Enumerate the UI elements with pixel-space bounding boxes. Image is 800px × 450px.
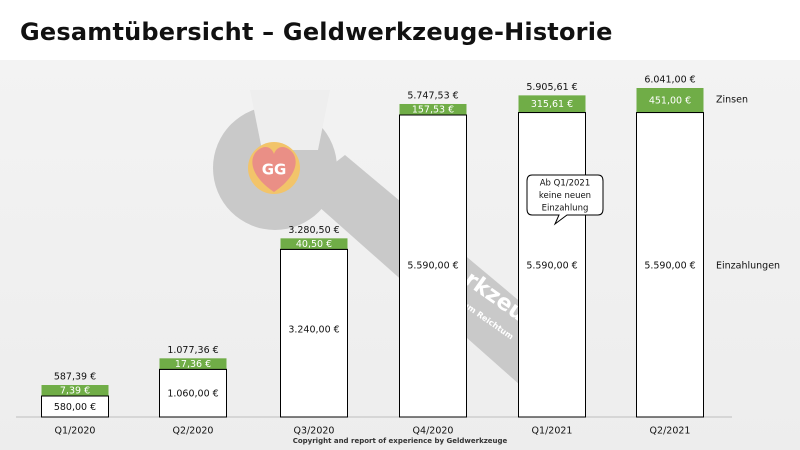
total-data-label: 5.905,61 € (526, 82, 577, 93)
zinsen-data-label: 40,50 € (296, 239, 332, 250)
x-tick-label: Q1/2021 (532, 426, 573, 437)
x-tick-label: Q4/2020 (413, 426, 454, 437)
bar-einzahlungen (399, 114, 467, 418)
page-title: Gesamtübersicht – Geldwerkzeuge-Historie (20, 18, 613, 46)
annotation-callout: Ab Q1/2021 keine neuen Einzahlung (526, 174, 604, 226)
bar-zinsen (636, 88, 704, 113)
legend: Zinsen Einzahlungen (716, 95, 780, 272)
bar-zinsen (518, 95, 586, 113)
title-bar: Gesamtübersicht – Geldwerkzeuge-Historie (0, 0, 800, 60)
total-data-label: 5.747,53 € (407, 90, 458, 101)
x-tick-label: Q2/2020 (173, 426, 214, 437)
total-data-label: 1.077,36 € (167, 345, 218, 356)
bar-zinsen (399, 103, 467, 115)
total-data-label: 587,39 € (54, 372, 96, 383)
legend-item-einzahlungen: Einzahlungen (716, 261, 780, 272)
zinsen-data-label: 157,53 € (412, 104, 454, 115)
bar-einzahlungen (159, 368, 227, 418)
heart-icon (252, 147, 296, 192)
bar-zinsen (159, 358, 227, 370)
total-data-label: 6.041,00 € (644, 75, 695, 86)
einzahlungen-data-label: 580,00 € (54, 402, 96, 413)
callout-bubble (526, 174, 604, 226)
bar-group-Q2-2021: 451,00 € 5.590,00 € 6.041,00 € Q2/2021 (636, 75, 704, 437)
annotation-line: Ab Q1/2021 (540, 179, 591, 189)
total-data-label: 3.280,50 € (288, 225, 339, 236)
logo-letters: GG (262, 161, 287, 179)
bar-group-Q3-2020: 40,50 € 3.240,00 € 3.280,50 € Q3/2020 (280, 225, 348, 437)
bar-group-Q1-2020: 7,39 € 580,00 € 587,39 € Q1/2020 (41, 372, 109, 437)
wrench-jaw-icon (250, 90, 330, 150)
zinsen-data-label: 17,36 € (175, 359, 211, 370)
x-tick-label: Q1/2020 (55, 426, 96, 437)
x-tick-label: Q2/2021 (650, 426, 691, 437)
einzahlungen-data-label: 5.590,00 € (526, 261, 577, 272)
legend-item-zinsen: Zinsen (716, 95, 748, 106)
copyright-footer: Copyright and report of experience by Ge… (292, 437, 508, 445)
zinsen-data-label: 451,00 € (649, 95, 691, 106)
annotation-line: keine neuen (539, 191, 591, 201)
x-tick-label: Q3/2020 (294, 426, 335, 437)
zinsen-data-label: 315,61 € (531, 99, 573, 110)
annotation-line: Einzahlung (542, 204, 589, 214)
einzahlungen-data-label: 5.590,00 € (407, 261, 458, 272)
bar-zinsen (41, 385, 109, 397)
einzahlungen-data-label: 5.590,00 € (644, 261, 695, 272)
bar-einzahlungen (636, 112, 704, 418)
zinsen-data-label: 7,39 € (60, 386, 90, 397)
einzahlungen-data-label: 3.240,00 € (288, 325, 339, 336)
bar-einzahlungen (518, 112, 586, 418)
bar-group-Q1-2021: 315,61 € 5.590,00 € 5.905,61 € Q1/2021 (518, 82, 586, 437)
bar-group-Q4-2020: 157,53 € 5.590,00 € 5.747,53 € Q4/2020 (399, 90, 467, 437)
bar-einzahlungen (280, 248, 348, 418)
bar-zinsen (280, 238, 348, 250)
einzahlungen-data-label: 1.060,00 € (167, 389, 218, 400)
bar-group-Q2-2020: 17,36 € 1.060,00 € 1.077,36 € Q2/2020 (159, 345, 227, 437)
